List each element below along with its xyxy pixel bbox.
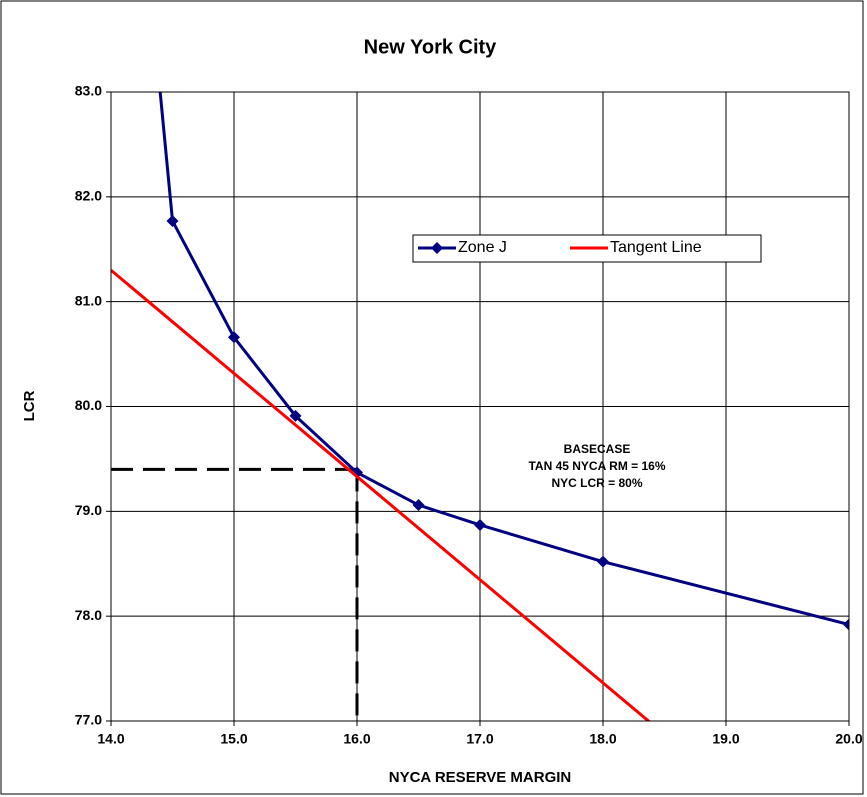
y-tick-label: 80.0 [75, 397, 102, 413]
annotation-text: BASECASE [564, 442, 631, 456]
x-tick-label: 14.0 [97, 731, 124, 747]
plot-area [111, 92, 849, 721]
data-point [289, 409, 302, 422]
data-point [843, 618, 849, 631]
y-tick-label: 79.0 [75, 502, 102, 518]
legend-label: Zone J [458, 239, 507, 256]
y-tick-label: 81.0 [75, 292, 102, 308]
x-tick-label: 18.0 [589, 731, 616, 747]
y-tick-label: 82.0 [75, 188, 102, 204]
y-tick-label: 77.0 [75, 712, 102, 728]
annotation-text: NYC LCR = 80% [551, 476, 642, 490]
x-axis-title: NYCA RESERVE MARGIN [389, 769, 572, 786]
ticks: 14.0 15.0 16.0 17.0 18.0 19.0 20.0 77.0 78.0 79.0… [75, 83, 863, 747]
data-point [474, 518, 486, 531]
data-point [412, 499, 425, 512]
annotation: BASECASE TAN 45 NYCA RM = 16% NYC LCR = 80… [528, 442, 665, 490]
chart-title: New York City [364, 36, 498, 58]
data-point [166, 214, 179, 227]
x-tick-label: 19.0 [712, 731, 739, 747]
y-tick-label: 83.0 [75, 83, 102, 99]
series-line [111, 269, 651, 721]
x-tick-label: 17.0 [466, 731, 493, 747]
legend: Zone J Tangent Line [412, 234, 762, 263]
data-point [228, 331, 240, 344]
y-tick-label: 78.0 [75, 607, 102, 623]
data-point [597, 555, 609, 568]
x-tick-label: 20.0 [835, 731, 862, 747]
x-tick-label: 15.0 [220, 731, 247, 747]
annotation-text: TAN 45 NYCA RM = 16% [528, 459, 665, 473]
legend-label: Tangent Line [610, 239, 702, 256]
y-axis-title: LCR [21, 390, 38, 421]
x-tick-label: 16.0 [343, 731, 370, 747]
legend-marker [431, 242, 443, 254]
